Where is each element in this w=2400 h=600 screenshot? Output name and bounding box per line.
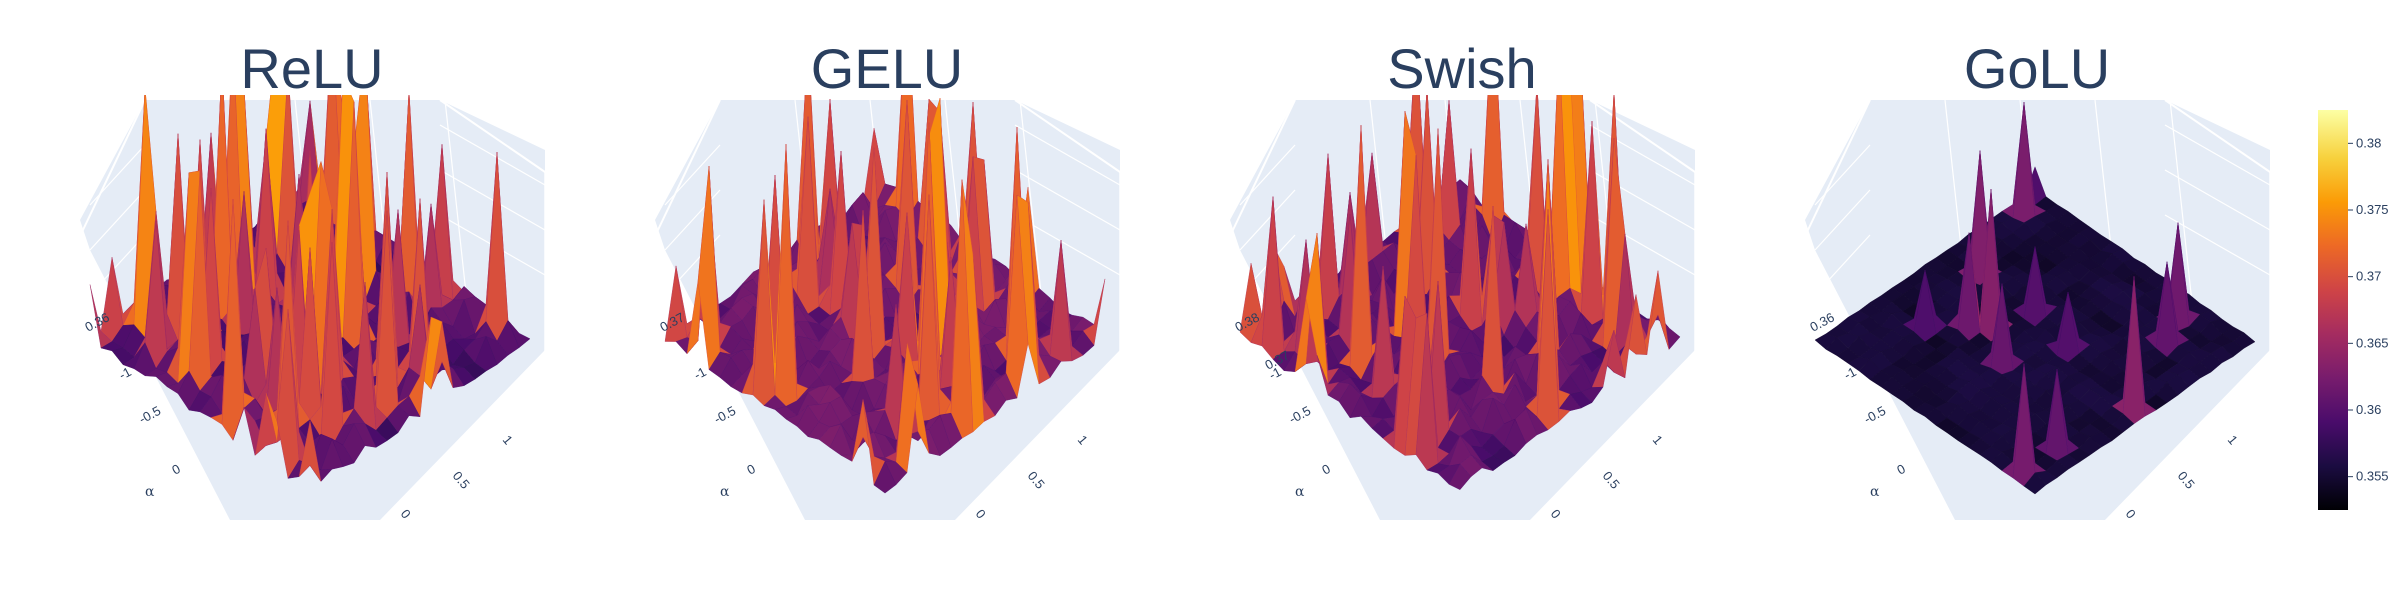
colorbar-tick-label: 0.36 (2356, 402, 2381, 417)
gridline (1814, 144, 1871, 206)
beta-tick-label: 0 (398, 506, 414, 521)
panel-title: GoLU (1964, 37, 2110, 100)
surface (1239, 95, 1681, 490)
panel-title: Swish (1387, 37, 1536, 100)
beta-tick-label: 1 (1075, 432, 1091, 447)
beta-tick-label: 0.5 (1600, 468, 1623, 491)
beta-tick-label: 0 (973, 506, 989, 521)
gridline (1814, 189, 1871, 251)
gridline (89, 234, 146, 296)
alpha-axis-label: α (145, 484, 155, 500)
beta-tick-label: 0 (1548, 506, 1564, 521)
gridline (1014, 124, 1121, 186)
colorbar-tick-label: 0.375 (2356, 202, 2389, 217)
surface-cell (2023, 472, 2047, 495)
wall-edge (1806, 99, 1871, 233)
alpha-tick-label: 0 (1894, 461, 1907, 478)
wall-edge (81, 99, 146, 233)
surface-cell (873, 460, 897, 494)
alpha-axis-label: α (1870, 484, 1880, 500)
alpha-tick-label: -0.5 (1286, 403, 1313, 427)
beta-tick-label: 0 (2123, 506, 2139, 521)
beta-tick-label: 1 (500, 432, 516, 447)
panel-title: ReLU (240, 37, 383, 100)
colorbar-tick-label: 0.355 (2356, 469, 2389, 484)
scene (655, 95, 1121, 520)
gridline (1239, 189, 1296, 251)
alpha-tick-label: 0 (1319, 461, 1332, 478)
colorbar-tick-label: 0.365 (2356, 335, 2389, 350)
gridline (1814, 234, 1871, 296)
gridline (2164, 169, 2271, 231)
gridline (1239, 144, 1296, 206)
scene (80, 95, 546, 520)
beta-tick-label: 0.5 (2175, 468, 2198, 491)
beta-tick-label: 0.5 (450, 468, 473, 491)
wall-edge (656, 99, 721, 233)
gridline (1589, 169, 1696, 231)
beta-tick-label: 0.5 (1025, 468, 1048, 491)
panel-title: GELU (811, 37, 964, 100)
gridline (1589, 124, 1696, 186)
surface (89, 95, 531, 482)
scene (1230, 95, 1696, 520)
surface-cell (1448, 463, 1472, 490)
colorbar-gradient (2318, 110, 2348, 510)
gridline (2164, 124, 2271, 186)
surface (664, 95, 1106, 494)
alpha-tick-label: -0.5 (711, 403, 738, 427)
surface (1814, 102, 2256, 495)
gridline (1014, 169, 1121, 231)
gridline (439, 124, 546, 186)
wall-edge (1014, 99, 1121, 173)
alpha-tick-label: 0 (744, 461, 757, 478)
alpha-axis-label: α (1295, 484, 1305, 500)
gridline (664, 144, 721, 206)
colorbar-tick-label: 0.38 (2356, 135, 2381, 150)
alpha-tick-label: -1 (691, 364, 708, 383)
gridline (89, 189, 146, 251)
alpha-tick-label: -0.5 (136, 403, 163, 427)
scene (1805, 99, 2271, 520)
gridline (439, 169, 546, 231)
wall-edge (1231, 99, 1296, 233)
wall-edge (439, 99, 546, 173)
surface-cell (298, 420, 322, 482)
colorbar: 0.38 0.375 0.37 0.365 0.36 0.355 (2318, 110, 2389, 510)
gridline (89, 144, 146, 206)
beta-tick-label: 1 (1650, 432, 1666, 447)
alpha-tick-label: 0 (169, 461, 182, 478)
beta-tick-label: 1 (2225, 432, 2241, 447)
alpha-tick-label: -0.5 (1861, 403, 1888, 427)
gridline (2164, 214, 2271, 276)
gridline (1014, 214, 1121, 276)
wall-edge (1589, 99, 1696, 173)
colorbar-tick-label: 0.37 (2356, 269, 2381, 284)
alpha-axis-label: α (720, 484, 730, 500)
gridline (2169, 99, 2196, 331)
wall-edge (2164, 99, 2271, 173)
